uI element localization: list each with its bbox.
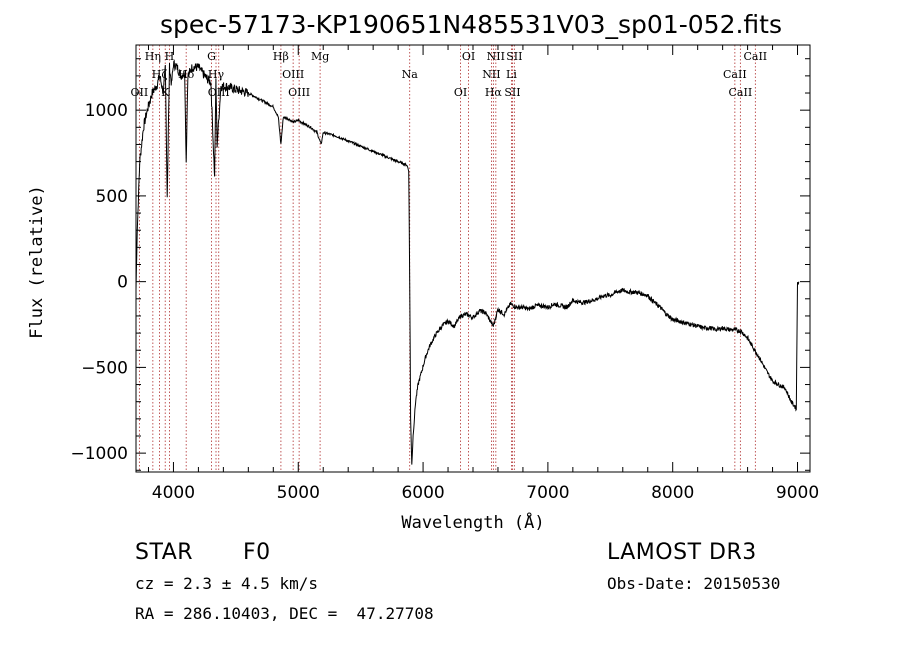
line-label: H: [165, 50, 175, 63]
x-tick-label: 6000: [401, 483, 444, 503]
y-tick-label: 0: [117, 273, 128, 293]
chart-title: spec-57173-KP190651N485531V03_sp01-052.f…: [160, 10, 782, 39]
line-label: OII: [131, 86, 149, 99]
line-label: Hγ: [208, 68, 225, 81]
survey-name: LAMOST DR3: [607, 540, 757, 565]
sky-coordinates: RA = 286.10403, DEC = 47.27708: [135, 604, 434, 623]
y-axis-label: Flux (relative): [27, 185, 47, 339]
line-label: Hζ: [152, 68, 168, 81]
x-tick-label: 9000: [776, 483, 819, 503]
line-label: Na: [402, 68, 419, 81]
redshift-value: cz = 2.3 ± 4.5 km/s: [135, 574, 319, 593]
line-label: Hβ: [273, 50, 289, 63]
line-label: Li: [506, 68, 517, 81]
line-label: Hα: [485, 86, 503, 99]
line-label: OI: [454, 86, 467, 99]
x-tick-label: 5000: [277, 483, 320, 503]
x-tick-label: 8000: [651, 483, 694, 503]
plot-frame: [135, 44, 811, 473]
line-label: OIII: [288, 86, 310, 99]
x-tick-label: 7000: [526, 483, 569, 503]
line-label: CaII: [723, 68, 747, 81]
line-label: NII: [487, 50, 505, 63]
line-label: OI: [462, 50, 475, 63]
object-class: STAR: [135, 540, 194, 565]
emission-line-markers: [138, 45, 756, 472]
y-tick-label: −500: [81, 358, 128, 378]
line-label: CaII: [743, 50, 767, 63]
line-label: Hη: [145, 50, 161, 63]
x-tick-label: 4000: [152, 483, 195, 503]
spectrum-chart: spec-57173-KP190651N485531V03_sp01-052.f…: [27, 10, 819, 533]
spectrum-line: [135, 59, 800, 465]
axis-ticks: 4000 5000 6000 7000 8000 9000 −1000 −500 0 500 100…: [70, 45, 819, 503]
line-label: NII: [482, 68, 500, 81]
line-label: G: [207, 50, 216, 63]
object-subclass: F0: [243, 540, 271, 565]
x-axis-label: Wavelength (Å): [401, 511, 544, 533]
line-label: Mg: [311, 50, 329, 63]
line-label: SII: [504, 86, 520, 99]
observation-date: Obs-Date: 20150530: [607, 574, 781, 593]
line-label: SII: [506, 50, 522, 63]
emission-line-labels: HηHζKHHδOIIGHγOIIIHβOIIIOIIIMgNaOIOINIIH…: [131, 50, 768, 99]
line-label: CaII: [729, 86, 753, 99]
y-tick-label: −1000: [70, 444, 128, 464]
y-tick-label: 1000: [85, 101, 128, 121]
y-tick-label: 500: [96, 187, 128, 207]
line-label: OIII: [282, 68, 304, 81]
